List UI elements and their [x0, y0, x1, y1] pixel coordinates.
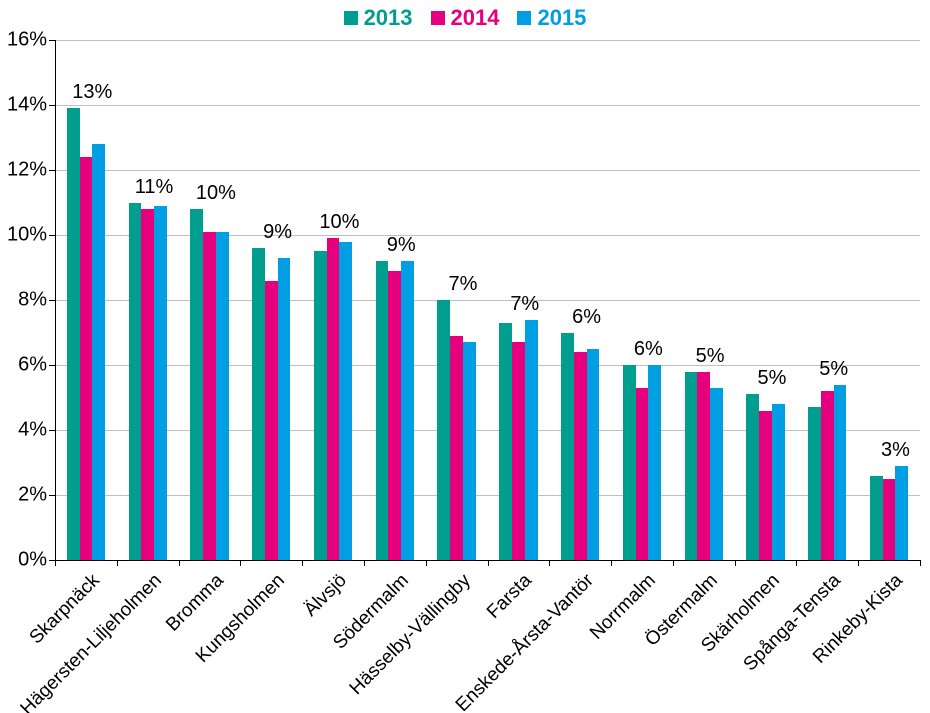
bar — [203, 232, 216, 560]
y-tick-label: 8% — [18, 289, 47, 312]
legend-swatch — [344, 11, 358, 25]
gridline — [55, 430, 920, 431]
legend-item: 2014 — [431, 5, 500, 31]
y-tick-label: 0% — [18, 549, 47, 572]
value-label: 6% — [634, 338, 663, 361]
legend-item: 2013 — [344, 5, 413, 31]
legend-label: 2015 — [537, 5, 586, 31]
bar — [759, 411, 772, 561]
y-tick-label: 4% — [18, 419, 47, 442]
value-label: 5% — [819, 358, 848, 381]
bar — [190, 209, 203, 560]
bar — [870, 476, 883, 561]
bar — [685, 372, 698, 561]
bar — [92, 144, 105, 560]
value-label: 7% — [449, 273, 478, 296]
bar — [772, 404, 785, 560]
bar — [327, 238, 340, 560]
bar — [80, 157, 93, 560]
y-axis — [55, 40, 56, 560]
gridline — [55, 300, 920, 301]
bar — [67, 108, 80, 560]
gridline — [55, 170, 920, 171]
bar — [376, 261, 389, 560]
bar — [339, 242, 352, 561]
y-tick-label: 10% — [7, 224, 47, 247]
bar — [278, 258, 291, 560]
bar — [821, 391, 834, 560]
legend: 2013 2014 2015 — [0, 5, 930, 31]
value-label: 3% — [881, 439, 910, 462]
bar — [512, 342, 525, 560]
value-label: 5% — [696, 345, 725, 368]
value-label: 6% — [572, 306, 601, 329]
bar — [252, 248, 265, 560]
y-tick-label: 12% — [7, 159, 47, 182]
bar — [883, 479, 896, 560]
bar — [216, 232, 229, 560]
y-tick-label: 16% — [7, 29, 47, 52]
bar — [265, 281, 278, 561]
bar — [437, 300, 450, 560]
value-label: 9% — [263, 221, 292, 244]
bar — [746, 394, 759, 560]
y-tick-label: 2% — [18, 484, 47, 507]
legend-swatch — [517, 11, 531, 25]
bar — [623, 365, 636, 560]
x-tick-mark — [55, 560, 56, 566]
bar — [129, 203, 142, 561]
legend-label: 2014 — [451, 5, 500, 31]
gridline — [55, 235, 920, 236]
gridline — [55, 105, 920, 106]
value-label: 5% — [757, 367, 786, 390]
bar — [525, 320, 538, 561]
bar — [895, 466, 908, 560]
bar — [154, 206, 167, 560]
legend-swatch — [431, 11, 445, 25]
bar — [574, 352, 587, 560]
value-label: 7% — [510, 293, 539, 316]
bar — [499, 323, 512, 560]
gridline — [55, 365, 920, 366]
bar — [401, 261, 414, 560]
value-label: 11% — [135, 176, 174, 199]
value-label: 10% — [196, 182, 236, 205]
bar — [463, 342, 476, 560]
legend-label: 2013 — [364, 5, 413, 31]
bar — [808, 407, 821, 560]
y-tick-label: 6% — [18, 354, 47, 377]
bar — [710, 388, 723, 560]
value-label: 9% — [387, 234, 416, 257]
plot-area: 0%2%4%6%8%10%12%14%16%Skarpnäck13%Hägers… — [55, 40, 920, 560]
bar — [587, 349, 600, 560]
bar-chart: 2013 2014 2015 0%2%4%6%8%10%12%14%16%Skarp… — [0, 0, 930, 713]
value-label: 10% — [319, 211, 359, 234]
bar — [561, 333, 574, 561]
bar — [648, 365, 661, 560]
gridline — [55, 40, 920, 41]
bar — [697, 372, 710, 561]
value-label: 13% — [72, 81, 112, 104]
gridline — [55, 495, 920, 496]
bar — [636, 388, 649, 560]
bar — [450, 336, 463, 560]
bar — [388, 271, 401, 560]
bar — [141, 209, 154, 560]
legend-item: 2015 — [517, 5, 586, 31]
bar — [314, 251, 327, 560]
y-tick-label: 14% — [7, 94, 47, 117]
bar — [834, 385, 847, 561]
